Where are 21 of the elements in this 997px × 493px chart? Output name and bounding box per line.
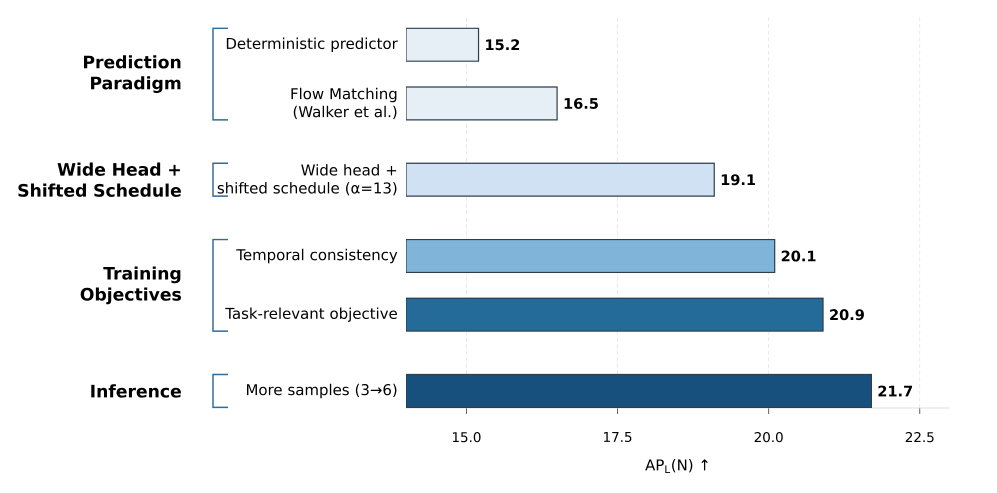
x-tick-label: 20.0 [754,432,783,442]
data-label: 20.9 [830,309,864,320]
data-label: 15.2 [486,39,520,50]
data-label: 20.1 [782,250,816,262]
y-tick-label: Temporal consistency [236,248,398,264]
data-label: 21.7 [878,386,912,396]
y-tick-label: Deterministic predictor [226,38,398,52]
data-label: 16.5 [564,98,598,109]
x-tick-label: 17.5 [604,432,632,442]
y-tick-label: More samples (3→6) [246,384,396,398]
y-tick-label: Wide head + shifted schedule (α=13) [218,164,396,196]
data-label: 19.1 [722,174,756,186]
text: Inference [91,384,181,398]
text: Prediction Paradigm [84,55,180,93]
y-tick-label: Task-relevant objective [225,307,397,322]
text: Wide Head + Shifted Schedule [18,162,181,197]
text: Training Objectives [80,266,181,304]
y-tick-label: Flow Matching (Walker et al.) [291,88,396,120]
x-tick-label: 22.5 [906,432,934,442]
x-tick-label: 15.0 [452,432,481,442]
x-axis-title: AP$_{L}$(N) ↑ [645,459,708,473]
